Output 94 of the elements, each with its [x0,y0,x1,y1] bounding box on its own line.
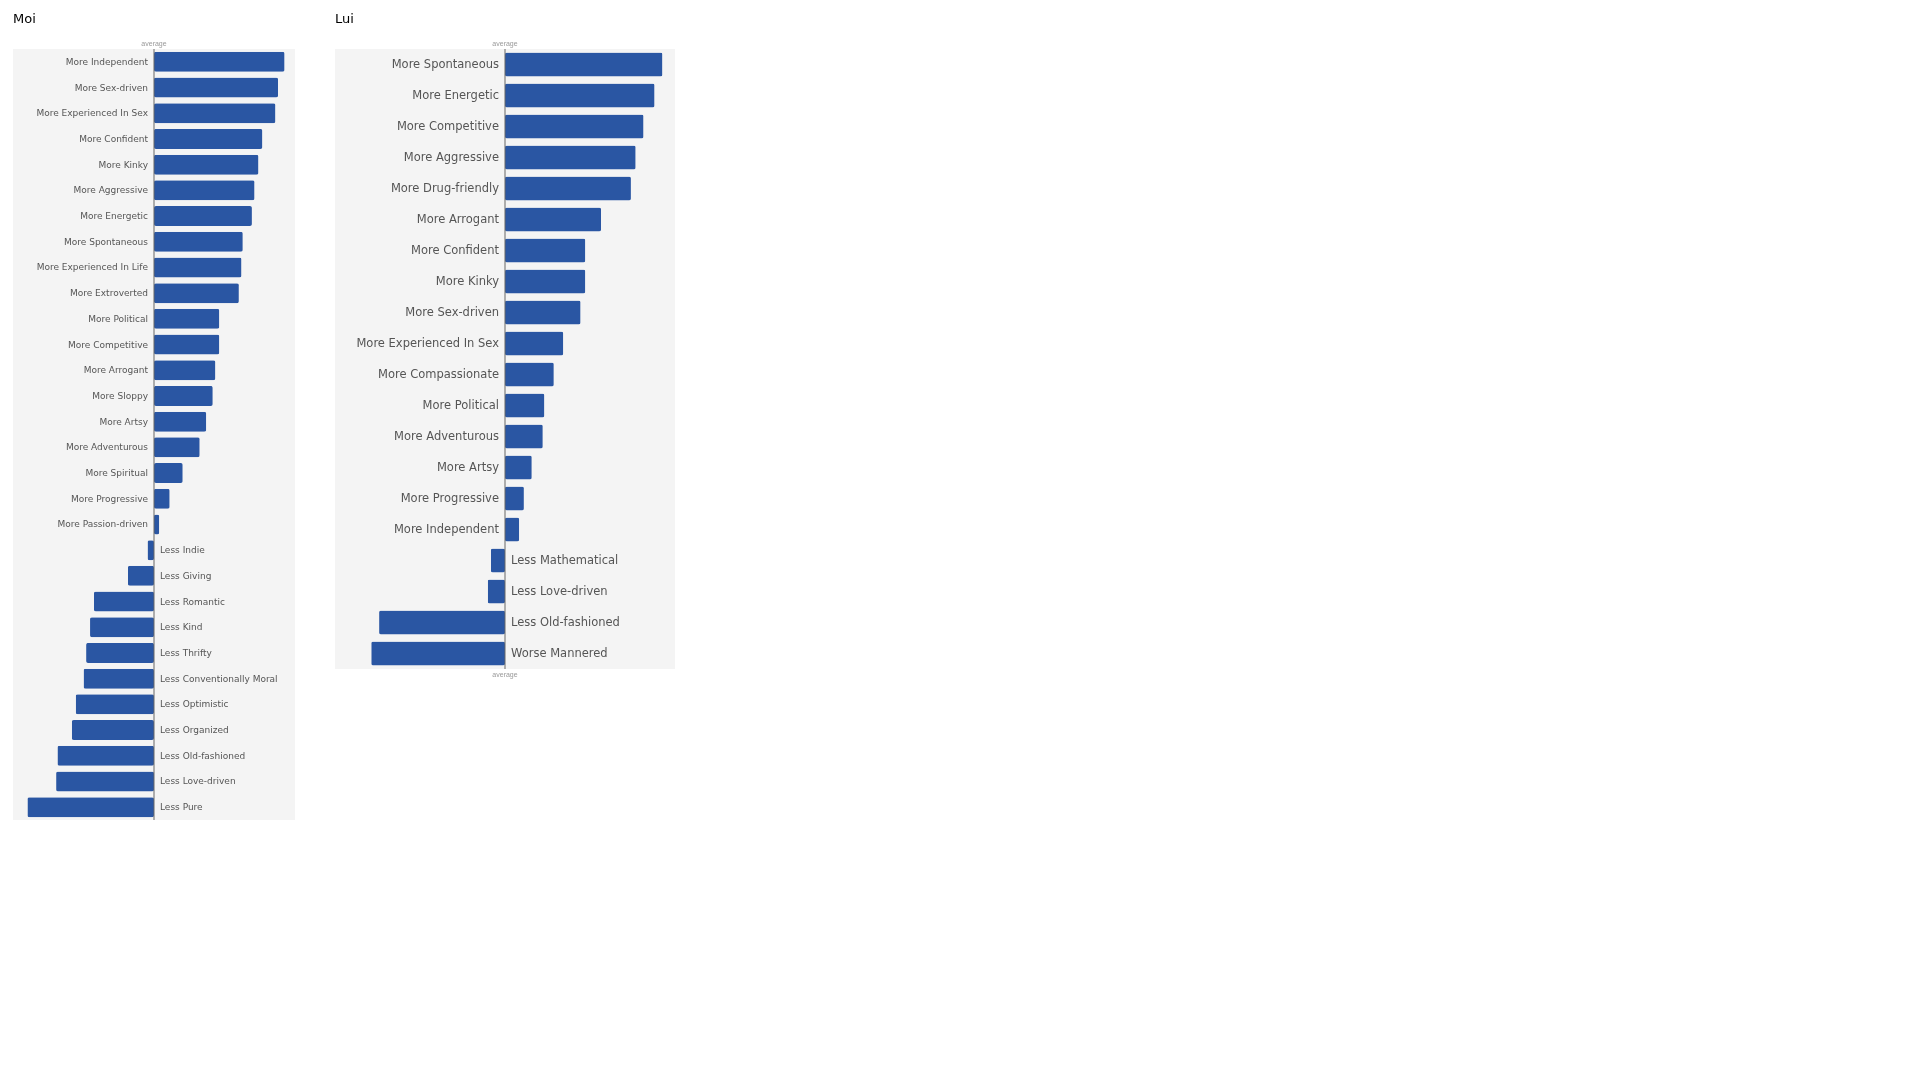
y-tick-label: More Adventurous [65,442,149,453]
y-tick-label: Less Mathematical [511,552,619,567]
bar [154,231,243,252]
bar [505,52,663,77]
bar [127,565,154,586]
y-tick-label: More Extroverted [69,288,148,299]
bar [505,362,554,387]
y-tick-label: More Spontaneous [64,236,149,247]
bar [505,145,636,170]
y-tick-label: Less Optimistic [160,699,229,710]
bar [154,411,207,432]
y-tick-label: More Progressive [71,493,149,504]
bar [75,694,154,715]
y-tick-label: More Energetic [412,87,499,102]
bar [154,360,216,381]
y-tick-label: More Arrogant [416,211,500,226]
bar [86,642,154,663]
bar [505,300,581,325]
bar [154,128,263,149]
y-tick-label: Less Indie [160,545,206,556]
y-tick-label: Less Giving [160,570,212,581]
y-tick-label: Less Romantic [160,596,225,607]
y-tick-label: More Confident [79,133,149,144]
bar [154,334,220,355]
bar [154,283,239,304]
bar [505,176,631,201]
y-tick-label: More Artsy [436,459,500,474]
y-tick-label: More Compassionate [378,366,499,381]
y-tick-label: Less Love-driven [511,583,608,598]
y-tick-label: More Adventurous [394,428,499,443]
bar [505,424,543,449]
y-tick-label: Less Kind [160,622,203,633]
y-tick-label: More Energetic [80,211,149,222]
y-tick-label: Less Conventionally Moral [160,673,278,684]
y-tick-label: Worse Mannered [511,645,608,660]
y-tick-label: More Independent [65,56,149,67]
y-tick-label: Less Love-driven [160,776,236,787]
bar [154,463,183,484]
y-tick-label: Less Old-fashioned [511,614,620,629]
bar [83,668,154,689]
y-tick-label: More Political [88,313,148,324]
chart-title: Moi [13,11,36,26]
bar [90,617,154,638]
y-tick-label: More Competitive [396,118,499,133]
bar [505,269,586,294]
y-tick-label: More Experienced In Life [36,262,149,273]
y-tick-label: More Arrogant [83,365,149,376]
bar [93,591,154,612]
bar [505,207,602,232]
y-tick-label: Less Pure [160,802,204,813]
bar [154,180,255,201]
bar [154,51,285,72]
bar [505,393,545,418]
bar [71,720,154,741]
y-tick-label: More Competitive [68,339,149,350]
bar [505,238,586,263]
y-tick-label: More Independent [393,521,500,536]
y-tick-label: More Spiritual [85,468,148,479]
bar [154,308,220,329]
bar [505,114,644,139]
bar [371,641,505,666]
y-tick-label: More Experienced In Sex [356,335,500,350]
bar [56,771,154,792]
bar [505,331,564,356]
y-tick-label: More Aggressive [403,149,499,164]
chart-title: Lui [335,11,354,26]
bar [154,154,259,175]
bar [27,797,154,818]
y-tick-label: Less Old-fashioned [160,750,246,761]
y-tick-label: More Passion-driven [57,519,148,530]
bar [505,83,655,108]
y-tick-label: More Kinky [435,273,500,288]
bar [154,103,276,124]
y-tick-label: More Kinky [98,159,149,170]
y-tick-label: More Artsy [99,416,149,427]
bar [154,385,213,406]
bar [154,77,279,98]
bar [154,257,242,278]
y-tick-label: More Sex-driven [74,82,148,93]
y-tick-label: More Progressive [400,490,499,505]
y-tick-label: Less Thrifty [160,647,213,658]
y-tick-label: Less Organized [160,725,229,736]
y-tick-label: More Sex-driven [405,304,499,319]
bar [379,610,505,635]
bar [57,745,154,766]
y-tick-label: More Drug-friendly [390,180,500,195]
y-tick-label: More Confident [411,242,500,257]
y-tick-label: More Spontaneous [391,56,499,71]
y-tick-label: More Political [422,397,499,412]
bar [154,206,252,227]
y-tick-label: More Experienced In Sex [36,108,149,119]
y-tick-label: More Aggressive [73,185,149,196]
y-tick-label: More Sloppy [92,390,149,401]
bar [154,437,200,458]
